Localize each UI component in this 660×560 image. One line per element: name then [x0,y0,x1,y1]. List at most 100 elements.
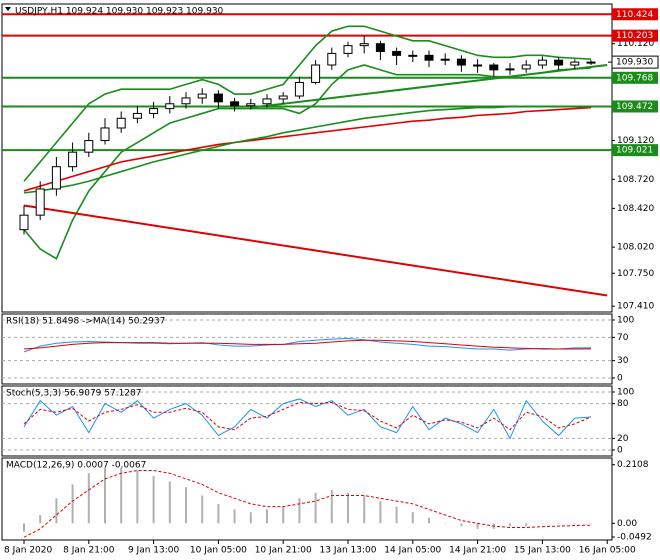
level-label-box [612,144,658,157]
pane [1,313,613,385]
y-tick-label: 20 [617,434,629,444]
histogram-bar [541,523,544,524]
pane-title: MACD(12,26,9) 0.0007 -0.0067 [6,461,146,471]
candle-body [68,151,78,168]
candle-body [213,93,223,103]
indicator-line [23,470,592,538]
x-tick-label: 8 Jan 2020 [4,546,52,556]
header-arrow [5,7,11,11]
x-tick-label: 14 Jan 05:00 [384,546,441,556]
level-label: 109.768 [616,73,653,83]
histogram-bar [395,506,398,524]
indicator-line [23,106,592,192]
histogram-bar [476,523,479,529]
candle-body [473,64,483,67]
candle-body [327,52,337,66]
histogram-bar [136,470,139,524]
candle-body [84,140,94,153]
y-tick-label: -0.0492 [617,532,652,542]
price-label: 109.930 [616,58,653,68]
histogram-bar [330,489,333,524]
candle-body [51,166,61,190]
indicator-line [23,64,592,260]
histogram-bar [525,523,528,527]
candle-body [100,127,110,142]
candle-body [408,54,418,57]
x-tick-label: 14 Jan 21:00 [449,546,506,556]
y-tick-label: 0.00 [617,519,637,529]
candle-body [359,43,369,47]
candle-body [537,59,547,66]
y-tick-label: 70 [617,333,629,343]
candle-body [440,58,450,61]
histogram-bar [152,476,155,524]
y-tick-label: 30 [617,356,629,366]
candle-body [165,103,175,110]
y-tick-label: 107.410 [617,302,654,312]
histogram-bar [314,492,317,524]
indicator-line [23,401,592,431]
level-label: 110.203 [616,31,653,41]
trendline [250,64,608,109]
y-tick-label: 0 [617,446,623,456]
histogram-bar [217,503,220,524]
x-tick-label: 8 Jan 21:00 [63,546,115,556]
candle-body [343,45,353,54]
level-label-box [612,29,658,42]
y-tick-label: 108.020 [617,243,654,253]
candle-body [230,101,240,107]
pane-title: RSI(18) 51.8498 ->MA(14) 50.2937 [6,317,165,327]
candle-body [246,103,256,107]
y-tick-label: 80 [617,399,629,409]
histogram-bar [509,523,511,527]
candle-body [132,112,142,119]
y-tick-label: 110.120 [617,39,654,49]
histogram-bar [428,517,430,524]
candle-body [19,214,29,231]
y-tick-label: 0 [617,374,623,384]
histogram-bar [444,523,447,524]
histogram-bar [347,492,349,524]
candle-body [392,50,402,56]
histogram-bar [249,512,252,524]
pane [1,385,613,457]
candle-body [570,61,580,66]
histogram-bar [23,523,25,532]
histogram-bar [282,506,285,524]
y-tick-label: 108.420 [617,204,654,214]
histogram-bar [71,484,74,524]
histogram-bar [233,509,236,524]
level-label: 109.021 [616,146,653,156]
histogram-bar [460,523,463,527]
histogram-bar [168,481,171,524]
x-tick-label: 10 Jan 21:00 [255,546,312,556]
candle-body [35,188,45,216]
indicator-line [23,339,592,350]
candle-body [489,64,499,71]
candle-body [554,59,564,66]
histogram-bar [55,498,58,524]
candle-body [278,95,288,100]
histogram-bar [87,473,90,524]
histogram-bar [266,509,268,524]
candle-body [181,97,191,105]
y-tick-label: 108.720 [617,175,654,185]
pane-title: Stoch(5,3,3) 56.9079 57.1287 [6,389,141,399]
histogram-bar [185,487,187,524]
histogram-bar [573,523,576,524]
x-tick-label: 13 Jan 13:00 [320,546,377,556]
level-label-box [612,8,658,21]
level-label-box [612,100,658,113]
candle-body [197,93,207,99]
x-tick-label: 16 Jan 05:00 [579,546,636,556]
histogram-bar [557,523,560,524]
candle-body [424,54,434,61]
candle-body [586,61,596,64]
x-tick-label: 15 Jan 13:00 [514,546,571,556]
price-label-box [611,55,659,69]
candle-body [311,64,321,83]
histogram-bar [590,523,592,524]
y-tick-label: 100 [617,316,634,326]
level-label: 109.472 [616,102,653,112]
